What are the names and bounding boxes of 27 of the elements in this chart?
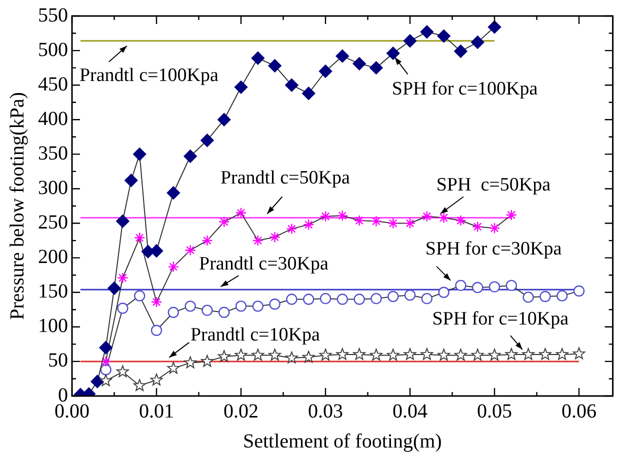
y-tick-label: 350 (38, 142, 68, 164)
x-tick-label: 0.03 (308, 400, 343, 422)
y-tick-label: 100 (38, 315, 68, 338)
annotation: SPH c=50Kpa (436, 174, 552, 196)
y-axis-title: Pressure below footing(kPa) (6, 92, 28, 320)
annotation: Prandtl c=30Kpa (199, 254, 330, 275)
x-tick-label: 0.04 (392, 400, 428, 422)
y-tick-label: 150 (38, 280, 68, 303)
x-axis-title: Settlement of footing(m) (242, 430, 442, 452)
y-tick-label: 400 (38, 108, 68, 130)
y-tick-label: 450 (38, 73, 68, 96)
annotation: SPH for c=100Kpa (392, 78, 538, 100)
y-tick-label: 500 (38, 38, 68, 61)
x-tick-label: 0.01 (139, 400, 174, 422)
x-tick-label: 0.02 (224, 400, 258, 422)
annotation: Prandtl c=50Kpa (220, 168, 350, 189)
x-tick-label: 0.05 (477, 400, 512, 422)
y-tick-label: 250 (38, 212, 68, 234)
y-tick-label: 550 (38, 4, 68, 26)
annotation: SPH for c=10Kpa (432, 308, 570, 330)
y-tick-label: 200 (38, 246, 68, 268)
annotation: SPH for c=30Kpa (425, 238, 562, 260)
y-tick-label: 300 (38, 176, 68, 199)
y-tick-label: 50 (48, 350, 68, 372)
annotation: Prandtl c=100Kpa (79, 64, 219, 86)
x-tick-label: 0.06 (562, 400, 596, 422)
annotation: Prandtl c=10Kpa (190, 324, 320, 346)
